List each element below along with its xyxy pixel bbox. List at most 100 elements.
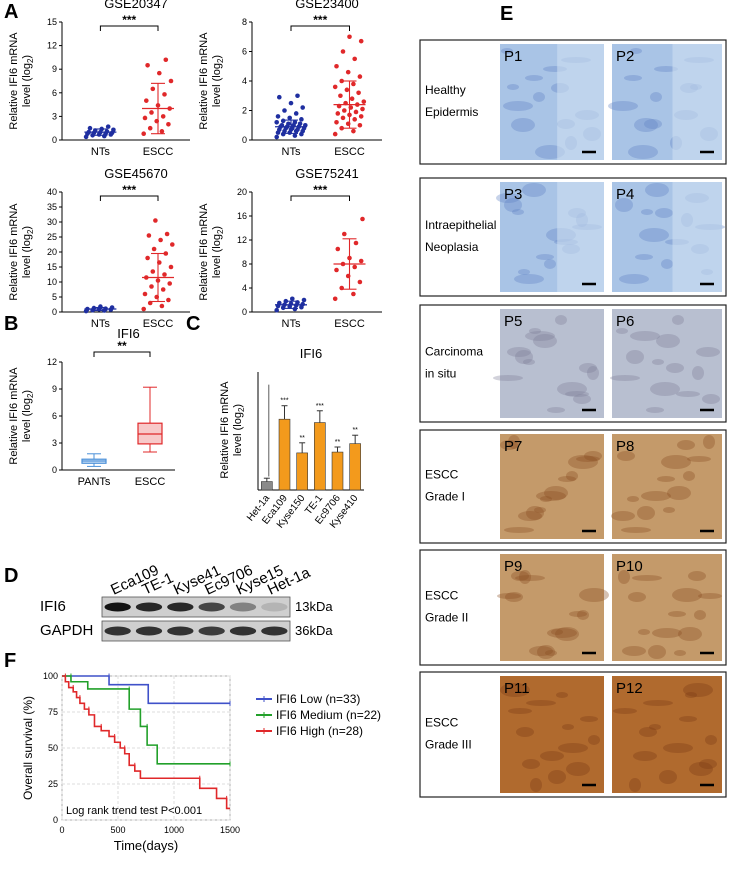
y-tick-label: 15 bbox=[47, 17, 57, 27]
ihc-texture bbox=[508, 708, 532, 714]
ihc-panel-label: P9 bbox=[504, 558, 522, 575]
data-point bbox=[332, 131, 338, 137]
ihc-texture bbox=[696, 347, 720, 357]
data-point bbox=[353, 109, 359, 115]
data-point bbox=[282, 108, 287, 113]
data-point bbox=[345, 69, 351, 75]
data-point bbox=[339, 78, 345, 84]
data-point bbox=[274, 120, 280, 125]
data-point bbox=[293, 111, 299, 116]
ihc-texture bbox=[587, 366, 599, 380]
ihc-texture bbox=[496, 193, 520, 203]
y-tick-label: 30 bbox=[47, 217, 57, 227]
data-point bbox=[141, 131, 146, 137]
blot-band bbox=[135, 626, 163, 636]
data-point bbox=[342, 231, 347, 237]
ihc-panel-label: P2 bbox=[616, 48, 634, 65]
data-point bbox=[151, 246, 157, 252]
y-axis-label: Relative IFI6 mRNA bbox=[8, 203, 20, 301]
significance-bracket bbox=[93, 351, 151, 357]
ihc-texture bbox=[516, 727, 534, 737]
data-point bbox=[339, 125, 345, 131]
ihc-texture bbox=[551, 629, 563, 635]
data-point bbox=[111, 127, 116, 133]
y-tick-label: 0 bbox=[53, 815, 58, 825]
data-point bbox=[275, 114, 281, 119]
significance-stars: *** bbox=[316, 403, 324, 410]
ihc-texture bbox=[556, 692, 568, 698]
blot-band bbox=[135, 602, 163, 612]
blot-strip bbox=[101, 620, 291, 642]
x-tick-label: ESCC bbox=[334, 318, 365, 330]
y-tick-label: 12 bbox=[47, 357, 57, 367]
data-point bbox=[332, 84, 338, 90]
ihc-texture bbox=[512, 209, 524, 215]
ihc-texture bbox=[624, 75, 642, 81]
y-tick-label: 0 bbox=[242, 307, 247, 317]
ihc-texture bbox=[536, 491, 566, 501]
bar bbox=[314, 422, 326, 491]
data-point bbox=[353, 240, 359, 246]
y-tick-label: 8 bbox=[242, 259, 247, 269]
ihc-texture bbox=[628, 145, 658, 159]
y-tick-label: 100 bbox=[43, 671, 58, 681]
chart-title: GSE20347 bbox=[104, 0, 168, 11]
ihc-row-label: ESCC bbox=[425, 589, 459, 603]
x-tick-label: 1500 bbox=[220, 825, 240, 835]
data-point bbox=[163, 251, 169, 256]
ihc-texture bbox=[634, 118, 658, 132]
y-axis-label-unit: level (log2) bbox=[21, 226, 35, 278]
ihc-texture bbox=[608, 101, 638, 111]
ihc-panel-label: P5 bbox=[504, 313, 522, 330]
ihc-texture bbox=[519, 570, 531, 584]
data-point bbox=[157, 70, 162, 76]
ihc-texture bbox=[507, 84, 519, 90]
data-point bbox=[351, 128, 356, 134]
ihc-row-label: Neoplasia bbox=[425, 240, 479, 254]
data-point bbox=[360, 216, 365, 222]
data-point bbox=[297, 121, 303, 127]
blot-band bbox=[198, 602, 225, 612]
ihc-texture bbox=[565, 391, 589, 397]
molecular-weight-label: 36kDa bbox=[295, 623, 333, 638]
significance-stars: *** bbox=[122, 13, 136, 27]
bar bbox=[296, 452, 308, 491]
ihc-texture bbox=[577, 610, 589, 620]
ihc-texture bbox=[529, 646, 553, 656]
ihc-texture bbox=[540, 751, 564, 761]
data-point bbox=[159, 129, 165, 134]
ihc-texture bbox=[616, 328, 628, 334]
data-point bbox=[340, 115, 346, 121]
ihc-texture bbox=[639, 727, 657, 737]
blot-band bbox=[261, 626, 288, 636]
ihc-row-label: Intraepithelial bbox=[425, 218, 496, 232]
data-point bbox=[292, 133, 298, 138]
ihc-panel-label: P11 bbox=[504, 680, 530, 697]
data-point bbox=[358, 258, 364, 264]
data-point bbox=[356, 90, 361, 96]
y-tick-label: 12 bbox=[47, 41, 57, 51]
y-tick-label: 2 bbox=[242, 106, 247, 116]
ihc-texture bbox=[698, 593, 722, 599]
x-tick-label: 500 bbox=[110, 825, 125, 835]
y-axis-label: Relative IFI6 mRNA bbox=[198, 203, 210, 301]
ihc-row-label: Epidermis bbox=[425, 105, 478, 119]
ihc-texture bbox=[626, 350, 644, 364]
ihc-texture bbox=[540, 496, 552, 502]
blot-band bbox=[198, 626, 225, 636]
ihc-texture bbox=[657, 476, 675, 482]
data-point bbox=[166, 121, 171, 127]
ihc-texture bbox=[568, 455, 598, 469]
bar bbox=[349, 443, 361, 491]
chart-title: IFI6 bbox=[117, 326, 139, 341]
ihc-texture bbox=[522, 759, 540, 769]
ihc-texture bbox=[685, 692, 697, 698]
chart-a3: GSE45670 0 5 10 15 20 25 30 35 40 Relative IFI6 mR… bbox=[8, 166, 190, 330]
ihc-texture bbox=[703, 435, 715, 449]
ihc-texture bbox=[678, 627, 702, 641]
y-tick-label: 50 bbox=[48, 743, 58, 753]
blot-strip bbox=[101, 596, 291, 618]
ihc-texture bbox=[650, 92, 662, 102]
data-point bbox=[334, 267, 339, 273]
